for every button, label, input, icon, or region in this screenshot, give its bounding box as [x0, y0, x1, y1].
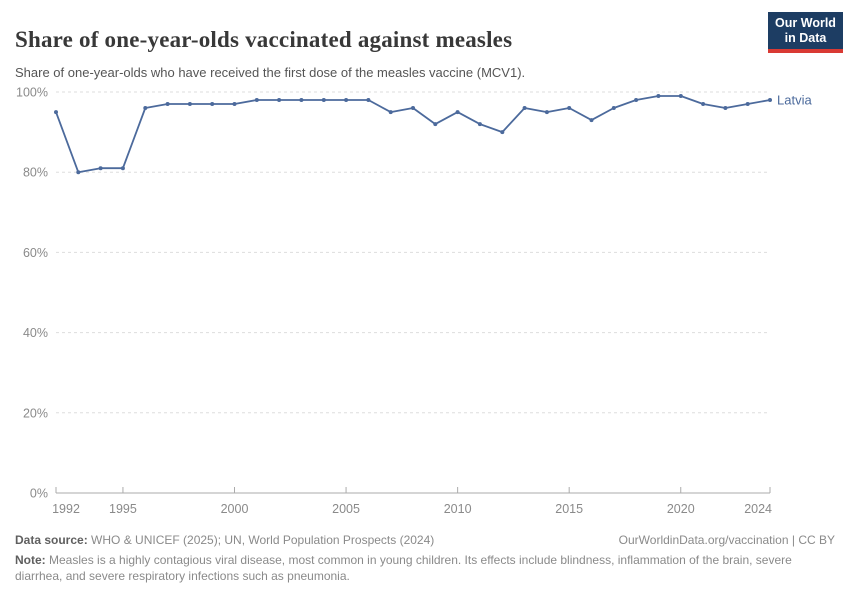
data-point[interactable]: [455, 110, 460, 115]
y-tick-label: 80%: [23, 166, 48, 180]
data-point[interactable]: [611, 106, 616, 110]
data-source-label: Data source:: [15, 533, 88, 547]
note-label: Note:: [15, 553, 46, 567]
series-label: Latvia: [777, 93, 812, 108]
data-point[interactable]: [723, 106, 728, 110]
y-tick-label: 20%: [23, 406, 48, 420]
data-point[interactable]: [54, 110, 58, 115]
data-point[interactable]: [98, 166, 103, 171]
chart-area[interactable]: 0% 20% 40% 60% 80% 100% 1992 1995 2000 2005 2010 20…: [0, 80, 850, 520]
data-point[interactable]: [187, 102, 192, 106]
x-tick-label: 2000: [221, 502, 249, 516]
data-point[interactable]: [634, 98, 639, 102]
x-tick-label: 2005: [332, 502, 360, 516]
data-point[interactable]: [701, 102, 706, 106]
y-tick-label: 100%: [16, 86, 48, 100]
x-tick-label: 1992: [52, 502, 80, 516]
owid-link[interactable]: OurWorldinData.org/vaccination: [618, 533, 789, 547]
data-point[interactable]: [500, 130, 505, 135]
y-tick-label: 60%: [23, 246, 48, 260]
data-point[interactable]: [388, 110, 393, 115]
data-point[interactable]: [522, 106, 527, 110]
line-chart[interactable]: 0% 20% 40% 60% 80% 100% 1992 1995 2000 2005 2010 20…: [0, 80, 850, 520]
data-point[interactable]: [277, 98, 282, 102]
data-point[interactable]: [656, 94, 661, 98]
owid-logo[interactable]: Our World in Data: [768, 12, 843, 53]
data-point[interactable]: [433, 122, 438, 127]
data-point[interactable]: [120, 166, 125, 171]
x-tick-label: 2024: [744, 502, 772, 516]
data-point[interactable]: [768, 98, 772, 102]
owid-logo-line1: Our World: [775, 16, 836, 30]
data-point[interactable]: [165, 102, 170, 106]
y-tick-label: 0%: [30, 487, 48, 501]
data-point[interactable]: [411, 106, 415, 110]
license-badge: | CC BY: [788, 533, 835, 547]
attribution: OurWorldinData.org/vaccination | CC BY: [619, 532, 835, 548]
data-point[interactable]: [678, 94, 683, 98]
note-text: Measles is a highly contagious viral dis…: [15, 553, 792, 583]
data-point[interactable]: [254, 98, 259, 102]
data-point[interactable]: [567, 106, 572, 110]
data-point[interactable]: [76, 170, 81, 175]
data-source-text: WHO & UNICEF (2025); UN, World Populatio…: [87, 533, 435, 547]
page-title: Share of one-year-olds vaccinated agains…: [15, 27, 513, 53]
y-tick-label: 40%: [23, 326, 48, 340]
chart-footer: Data source: WHO & UNICEF (2025); UN, Wo…: [15, 532, 835, 584]
x-tick-label: 2010: [444, 502, 472, 516]
data-point[interactable]: [589, 118, 594, 123]
data-point[interactable]: [366, 98, 371, 102]
data-point[interactable]: [210, 102, 215, 106]
x-tick-label: 1995: [109, 502, 137, 516]
data-point[interactable]: [544, 110, 549, 115]
data-point[interactable]: [745, 102, 750, 106]
x-tick-label: 2020: [667, 502, 695, 516]
chart-note: Note: Measles is a highly contagious vir…: [15, 552, 807, 584]
data-point[interactable]: [232, 102, 237, 106]
chart-subtitle: Share of one-year-olds who have received…: [15, 65, 526, 80]
data-point[interactable]: [344, 98, 349, 102]
data-point[interactable]: [143, 106, 148, 110]
data-source: Data source: WHO & UNICEF (2025); UN, Wo…: [15, 532, 434, 548]
data-point[interactable]: [321, 98, 326, 102]
data-point[interactable]: [477, 122, 482, 127]
x-tick-label: 2015: [555, 502, 583, 516]
data-point[interactable]: [299, 98, 304, 102]
owid-logo-line2: in Data: [784, 31, 827, 45]
